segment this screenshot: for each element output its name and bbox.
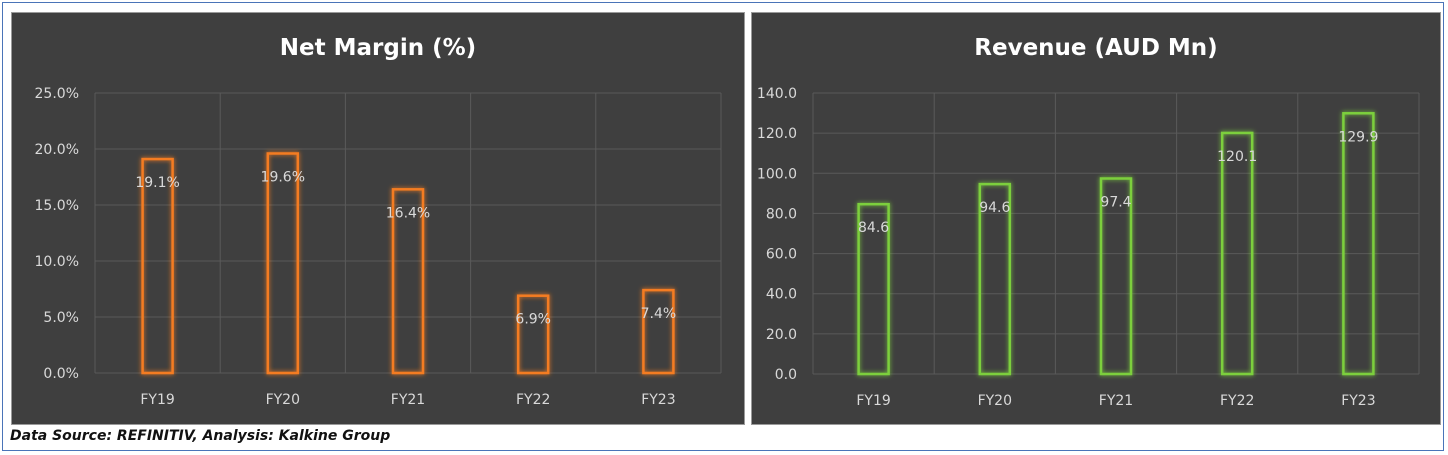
x-tick-label: FY23	[641, 392, 675, 408]
y-tick-label: 120.0	[757, 126, 797, 142]
x-tick-label: FY19	[140, 392, 174, 408]
net-margin-chart-panel: Net Margin (%) 0.0% 5.0% 10.0% 15.0% 20.0% 25…	[11, 12, 745, 425]
data-label: 97.4	[1100, 195, 1131, 211]
data-label: 19.1%	[135, 175, 179, 191]
bar	[391, 188, 425, 375]
revenue-chart-panel: Revenue (AUD Mn) 0.0 20.0 40.0 60.0 80.0 100.…	[751, 12, 1441, 425]
x-tick-label: FY22	[516, 392, 550, 408]
y-tick-label: 20.0%	[35, 142, 79, 158]
data-source-footer: Data Source: REFINITIV, Analysis: Kalkin…	[10, 428, 391, 444]
y-tick-label: 80.0	[766, 206, 797, 222]
bar	[141, 157, 174, 375]
x-tick-label: FY21	[391, 392, 425, 408]
y-tick-label: 10.0%	[35, 254, 79, 270]
bar	[516, 294, 550, 375]
bar	[1220, 131, 1254, 376]
bar	[642, 288, 675, 375]
y-tick-label: 20.0	[766, 327, 797, 343]
data-label: 84.6	[858, 220, 889, 236]
data-label: 7.4%	[641, 306, 677, 322]
chart-title: Net Margin (%)	[279, 35, 477, 61]
y-tick-label: 15.0%	[35, 198, 79, 214]
y-tick-label: 5.0%	[43, 310, 79, 326]
data-label: 94.6	[979, 200, 1010, 216]
y-tick-label: 100.0	[757, 166, 797, 182]
x-tick-label: FY22	[1220, 393, 1254, 409]
data-label: 6.9%	[515, 312, 551, 328]
data-label: 16.4%	[386, 205, 430, 221]
bar	[978, 182, 1012, 376]
bar	[857, 202, 890, 376]
bar	[266, 152, 300, 375]
data-label: 129.9	[1338, 129, 1378, 145]
x-tick-label: FY21	[1099, 393, 1133, 409]
y-tick-label: 0.0%	[43, 366, 79, 382]
y-tick-label: 60.0	[766, 247, 797, 263]
chart-title: Revenue (AUD Mn)	[974, 35, 1218, 61]
y-tick-label: 40.0	[766, 287, 797, 303]
x-tick-label: FY19	[856, 393, 890, 409]
y-tick-label: 25.0%	[35, 86, 79, 102]
data-label: 19.6%	[261, 169, 305, 185]
net-margin-chart: 0.0% 5.0% 10.0% 15.0% 20.0% 25.0% 19.1% FY19 19.…	[35, 86, 722, 408]
revenue-chart: 0.0 20.0 40.0 60.0 80.0 100.0 120.0 140.0 84.6 FY…	[757, 86, 1420, 409]
x-tick-label: FY20	[978, 393, 1012, 409]
bar	[1099, 177, 1133, 376]
y-tick-label: 0.0	[775, 367, 797, 383]
x-tick-label: FY23	[1341, 393, 1375, 409]
bar	[1342, 112, 1375, 376]
y-tick-label: 140.0	[757, 86, 797, 102]
data-label: 120.1	[1217, 149, 1257, 165]
x-tick-label: FY20	[266, 392, 300, 408]
